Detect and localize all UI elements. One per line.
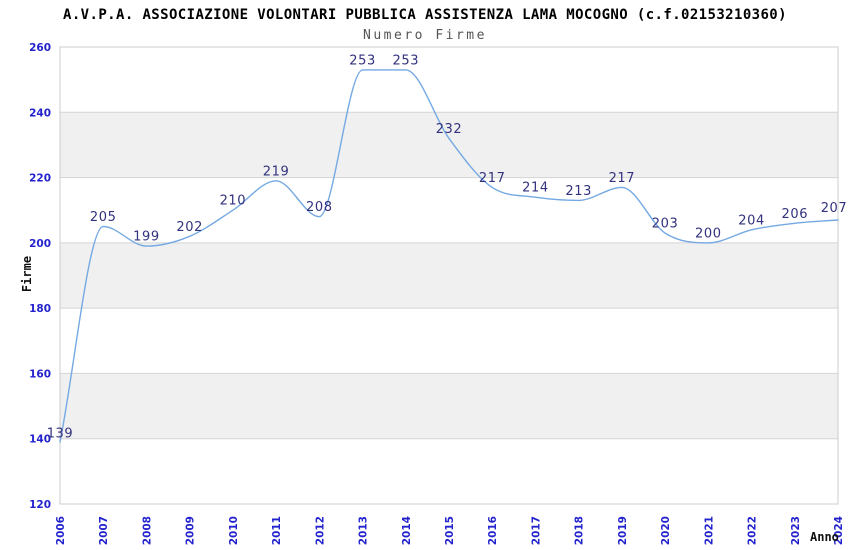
x-tick-label: 2023 <box>790 516 802 545</box>
data-point-label: 217 <box>609 171 636 186</box>
x-tick-label: 2010 <box>228 516 240 545</box>
y-tick-label: 120 <box>29 499 51 511</box>
data-point-label: 203 <box>652 217 679 232</box>
data-point-label: 253 <box>349 53 376 68</box>
data-point-label: 200 <box>695 226 722 241</box>
plot-band <box>60 242 838 309</box>
x-tick-label: 2012 <box>314 516 326 545</box>
x-tick-label: 2015 <box>444 516 456 545</box>
data-point-label: 205 <box>90 210 117 225</box>
data-point-label: 206 <box>781 207 808 222</box>
x-tick-label: 2016 <box>487 516 499 545</box>
x-tick-label: 2024 <box>833 516 845 545</box>
x-tick-label: 2017 <box>530 516 542 545</box>
data-point-label: 202 <box>176 220 203 235</box>
data-line <box>59 69 839 443</box>
x-tick-label: 2022 <box>747 516 759 545</box>
y-axis-title: Firme <box>20 255 34 293</box>
x-tick-label: 2007 <box>98 516 110 545</box>
data-point-label: 219 <box>263 164 290 179</box>
x-tick-label: 2014 <box>401 516 413 545</box>
data-point-label: 214 <box>522 181 549 196</box>
data-point-label: 232 <box>436 122 463 137</box>
data-point-label: 217 <box>479 171 506 186</box>
y-tick-label: 220 <box>29 173 51 185</box>
data-point-label: 199 <box>133 230 160 245</box>
data-point-label: 210 <box>220 194 247 209</box>
chart-title: A.V.P.A. ASSOCIAZIONE VOLONTARI PUBBLICA… <box>63 7 787 23</box>
plot-band <box>60 373 838 439</box>
x-tick-label: 2018 <box>574 516 586 545</box>
x-tick-label: 2013 <box>358 516 370 545</box>
y-tick-label: 160 <box>29 368 51 380</box>
data-point-label: 253 <box>392 53 419 68</box>
data-point-label: 208 <box>306 200 333 215</box>
chart-subtitle: Numero Firme <box>363 28 487 43</box>
y-tick-label: 140 <box>29 434 51 446</box>
data-point-label: 139 <box>47 426 74 441</box>
x-tick-label: 2008 <box>141 516 153 545</box>
y-tick-label: 180 <box>29 303 51 315</box>
data-point-label: 204 <box>738 213 765 228</box>
x-tick-label: 2021 <box>703 516 715 545</box>
y-tick-label: 240 <box>29 107 51 119</box>
y-tick-label: 200 <box>29 238 51 250</box>
data-point-label: 213 <box>565 184 592 199</box>
x-tick-label: 2006 <box>55 516 67 545</box>
y-tick-label: 260 <box>29 42 51 54</box>
x-tick-label: 2011 <box>271 516 283 545</box>
data-point-label: 207 <box>821 201 848 216</box>
x-tick-label: 2019 <box>617 516 629 545</box>
plot-band <box>60 112 838 178</box>
x-tick-label: 2020 <box>660 516 672 545</box>
x-tick-label: 2009 <box>185 516 197 545</box>
x-axis-title: Anno <box>810 530 839 544</box>
plot-border <box>59 46 839 505</box>
